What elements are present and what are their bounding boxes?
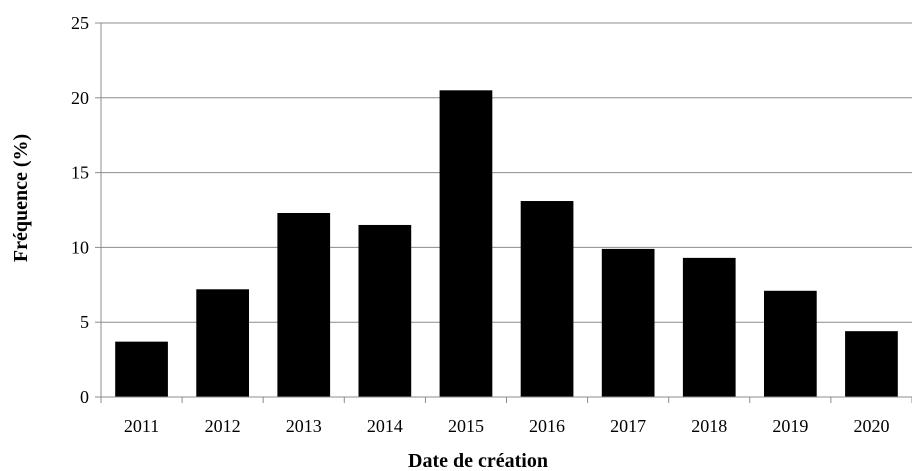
y-tick-label: 15 (71, 163, 89, 183)
x-tick-label: 2013 (286, 416, 322, 436)
y-tick-label: 10 (71, 237, 89, 257)
bars (115, 90, 898, 397)
x-tick-label: 2015 (448, 416, 484, 436)
y-tick-labels: 0 5 10 15 20 25 (71, 13, 89, 407)
bar-2018 (682, 257, 736, 397)
x-tick-label: 2014 (367, 416, 403, 436)
axes (95, 22, 912, 403)
y-tick-label: 5 (80, 312, 89, 332)
x-tick-label: 2020 (853, 416, 889, 436)
bar-2014 (358, 224, 412, 397)
bar-2016 (520, 201, 574, 397)
x-tick-label: 2018 (691, 416, 727, 436)
bar-2011 (115, 341, 168, 397)
y-axis-title: Fréquence (%) (10, 134, 32, 262)
x-axis-title: Date de création (408, 450, 548, 471)
y-tick-label: 25 (71, 13, 89, 33)
x-tick-labels: 2011 2012 2013 2014 2015 2016 2017 2018 2019 2020 (124, 416, 890, 436)
bar-2012 (196, 289, 250, 397)
bar-2019 (763, 290, 817, 397)
bar-2020 (845, 331, 898, 397)
y-tick-label: 20 (71, 88, 89, 108)
x-tick-label: 2016 (529, 416, 565, 436)
bar-2013 (277, 212, 331, 397)
x-tick-label: 2019 (772, 416, 808, 436)
bar-2015 (439, 90, 493, 397)
x-tick-label: 2012 (205, 416, 241, 436)
x-tick-label: 2017 (610, 416, 646, 436)
x-tick-label: 2011 (124, 416, 159, 436)
y-tick-label: 0 (80, 387, 89, 407)
gridlines (101, 22, 912, 323)
bar-2017 (601, 248, 655, 397)
